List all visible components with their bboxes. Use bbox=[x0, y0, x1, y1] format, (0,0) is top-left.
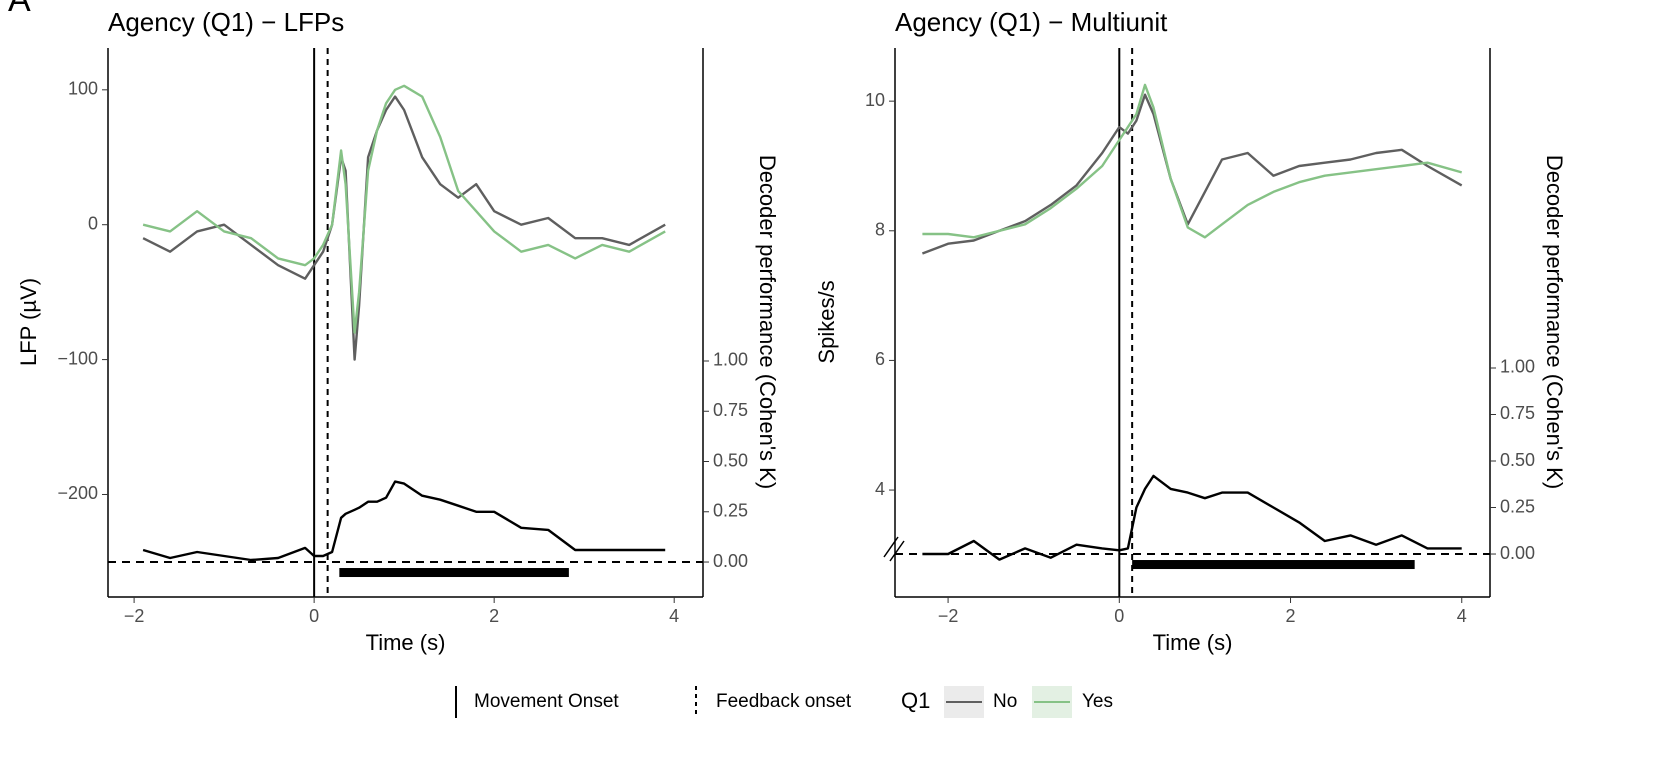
y-tick-label: 0 bbox=[88, 213, 98, 233]
y2-tick-label: 0.75 bbox=[713, 400, 748, 420]
y2-tick-label: 0.00 bbox=[713, 551, 748, 571]
series-line bbox=[142, 480, 666, 562]
legend-label: Movement Onset bbox=[474, 691, 619, 712]
series-line bbox=[922, 474, 1462, 561]
y-tick-label: −200 bbox=[57, 483, 98, 503]
y2-axis-title: Decoder performance (Cohen's K) bbox=[755, 155, 780, 489]
y-tick-label: 6 bbox=[875, 349, 885, 369]
y-tick-label: −100 bbox=[57, 348, 98, 368]
x-tick-label: 2 bbox=[1286, 606, 1296, 626]
legend: Movement Onset Feedback onset Q1 No Yes bbox=[455, 686, 1113, 718]
chart-title: Agency (Q1) − LFPs bbox=[108, 7, 344, 37]
significance-bar bbox=[1132, 560, 1415, 570]
legend-title: Q1 bbox=[901, 688, 930, 713]
y-tick-label: 8 bbox=[875, 220, 885, 240]
legend-label: Yes bbox=[1082, 691, 1113, 712]
series-line bbox=[142, 84, 666, 334]
y-tick-label: 100 bbox=[68, 79, 98, 99]
x-tick-label: 0 bbox=[309, 606, 319, 626]
y-tick-label: 4 bbox=[875, 479, 885, 499]
x-tick-label: 4 bbox=[669, 606, 679, 626]
y2-tick-label: 1.00 bbox=[1500, 357, 1535, 377]
x-tick-label: 4 bbox=[1457, 606, 1467, 626]
panel-label: A bbox=[8, 0, 31, 19]
series-line bbox=[922, 83, 1463, 239]
x-tick-label: −2 bbox=[124, 606, 145, 626]
y2-tick-label: 0.25 bbox=[713, 501, 748, 521]
y-axis-title: LFP (µV) bbox=[16, 278, 41, 366]
y2-tick-label: 0.75 bbox=[1500, 403, 1535, 423]
legend-label: Feedback onset bbox=[716, 691, 852, 712]
x-tick-label: 0 bbox=[1114, 606, 1124, 626]
y2-tick-label: 0.50 bbox=[713, 450, 748, 470]
x-tick-label: −2 bbox=[938, 606, 959, 626]
y2-tick-label: 0.25 bbox=[1500, 496, 1535, 516]
y2-tick-label: 0.00 bbox=[1500, 543, 1535, 563]
x-tick-label: 2 bbox=[489, 606, 499, 626]
y2-tick-label: 1.00 bbox=[713, 350, 748, 370]
y-tick-label: 10 bbox=[865, 90, 885, 110]
axis-break bbox=[883, 536, 905, 562]
y2-tick-label: 0.50 bbox=[1500, 450, 1535, 470]
legend-label: No bbox=[993, 691, 1017, 712]
y2-axis-title: Decoder performance (Cohen's K) bbox=[1542, 155, 1567, 489]
significance-bar bbox=[339, 568, 569, 578]
series-line bbox=[142, 95, 666, 361]
chart-title: Agency (Q1) − Multiunit bbox=[895, 7, 1168, 37]
x-axis-title: Time (s) bbox=[1153, 630, 1233, 655]
axis-break-mark bbox=[889, 540, 905, 562]
x-axis-title: Time (s) bbox=[366, 630, 446, 655]
y-axis-title: Spikes/s bbox=[814, 280, 839, 363]
